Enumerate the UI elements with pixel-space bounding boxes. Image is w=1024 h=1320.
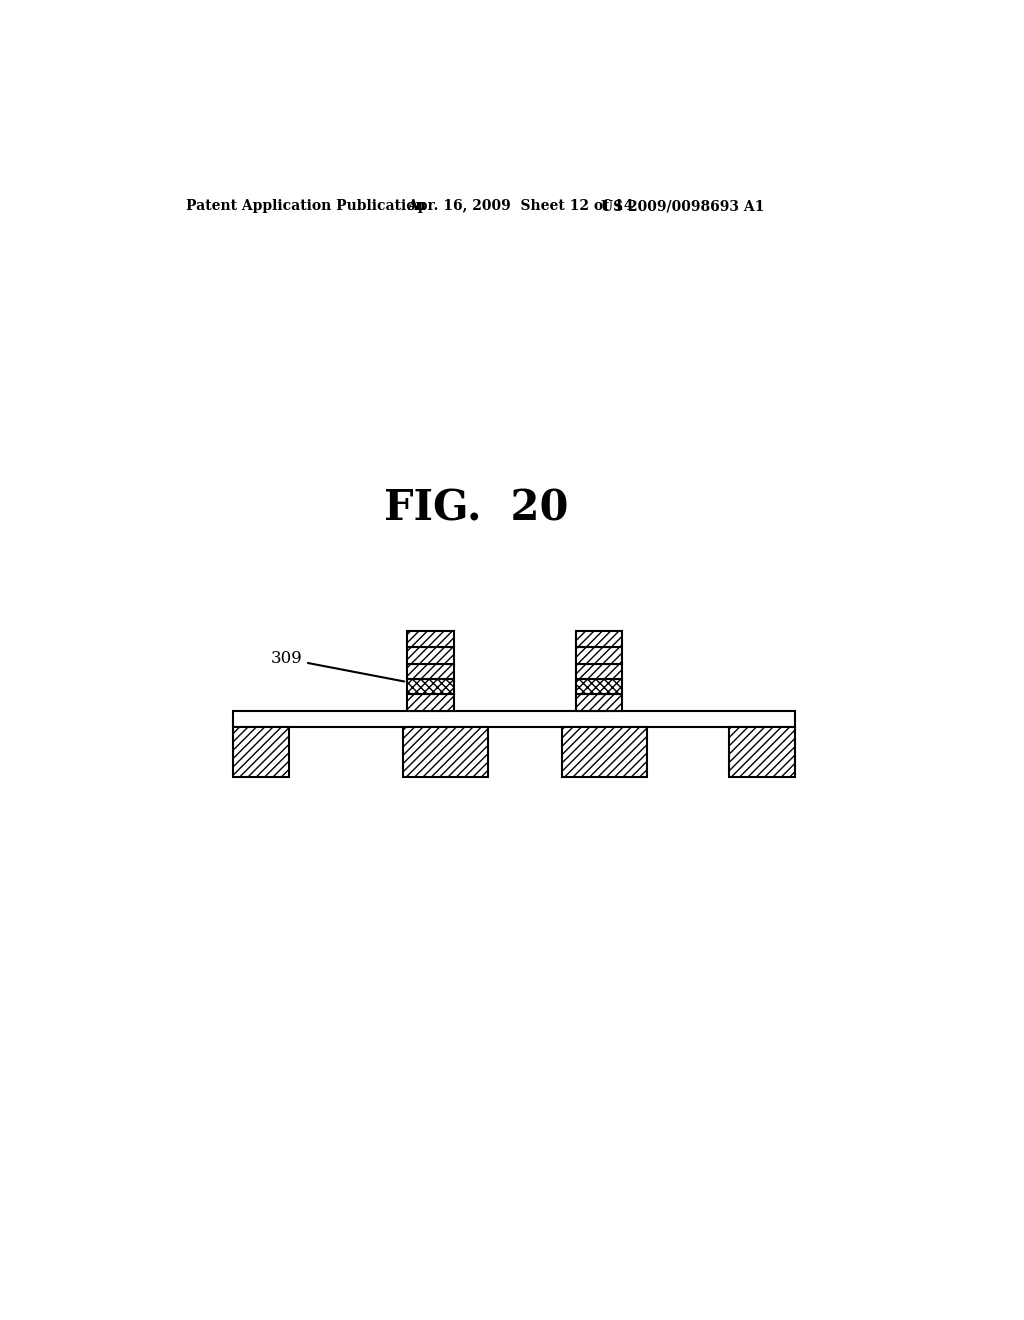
Bar xyxy=(407,678,454,694)
Text: Patent Application Publication: Patent Application Publication xyxy=(186,199,426,213)
Bar xyxy=(407,678,454,694)
Bar xyxy=(407,631,454,647)
Bar xyxy=(407,647,454,664)
Bar xyxy=(562,726,647,776)
Text: FIG.  20: FIG. 20 xyxy=(384,488,568,529)
Bar xyxy=(729,726,795,776)
Bar xyxy=(562,726,647,776)
Text: Apr. 16, 2009  Sheet 12 of 14: Apr. 16, 2009 Sheet 12 of 14 xyxy=(407,199,634,213)
Bar xyxy=(232,726,289,776)
Bar xyxy=(575,631,623,647)
Bar xyxy=(403,726,488,776)
Text: US 2009/0098693 A1: US 2009/0098693 A1 xyxy=(601,199,764,213)
Bar xyxy=(232,726,289,776)
Bar xyxy=(729,726,795,776)
Text: 309: 309 xyxy=(270,651,404,681)
Bar xyxy=(403,726,488,776)
Bar xyxy=(575,678,623,694)
Bar xyxy=(407,664,454,678)
Bar xyxy=(407,694,454,711)
Bar xyxy=(407,647,454,664)
Bar xyxy=(575,664,623,678)
Bar xyxy=(575,647,623,664)
Bar xyxy=(232,711,795,726)
Bar xyxy=(575,678,623,694)
Bar xyxy=(575,694,623,711)
Bar xyxy=(407,664,454,678)
Bar xyxy=(407,694,454,711)
Bar xyxy=(575,664,623,678)
Bar xyxy=(407,631,454,647)
Bar xyxy=(575,647,623,664)
Bar xyxy=(575,694,623,711)
Bar xyxy=(575,631,623,647)
